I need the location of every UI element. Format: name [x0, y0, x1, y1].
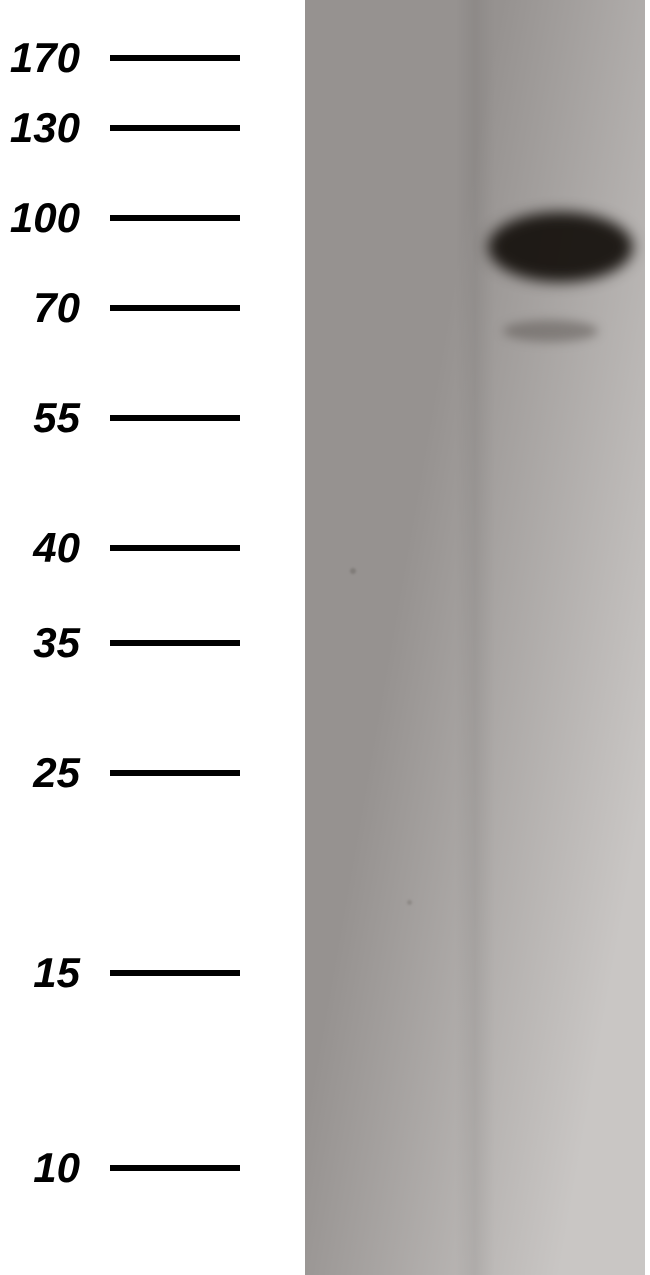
marker-tick [110, 305, 240, 311]
blot-band [503, 320, 598, 342]
marker-tick [110, 125, 240, 131]
noise-spot [350, 568, 356, 574]
marker-row: 55 [0, 394, 280, 442]
marker-label: 10 [0, 1144, 110, 1192]
marker-row: 170 [0, 34, 280, 82]
marker-label: 70 [0, 284, 110, 332]
marker-row: 100 [0, 194, 280, 242]
marker-row: 15 [0, 949, 280, 997]
marker-row: 130 [0, 104, 280, 152]
marker-label: 130 [0, 104, 110, 152]
marker-tick [110, 545, 240, 551]
lane-divider-shadow [455, 0, 495, 1275]
molecular-weight-ladder: 170 130 100 70 55 40 35 25 15 10 [0, 0, 300, 1275]
noise-spot [407, 900, 412, 905]
marker-label: 15 [0, 949, 110, 997]
marker-tick [110, 1165, 240, 1171]
band-shape [488, 212, 633, 282]
marker-label: 40 [0, 524, 110, 572]
marker-row: 25 [0, 749, 280, 797]
marker-tick [110, 640, 240, 646]
marker-label: 25 [0, 749, 110, 797]
band-shape [503, 320, 598, 342]
marker-row: 35 [0, 619, 280, 667]
marker-label: 55 [0, 394, 110, 442]
marker-tick [110, 215, 240, 221]
marker-tick [110, 770, 240, 776]
marker-tick [110, 415, 240, 421]
marker-tick [110, 970, 240, 976]
marker-label: 35 [0, 619, 110, 667]
marker-row: 40 [0, 524, 280, 572]
marker-row: 10 [0, 1144, 280, 1192]
marker-tick [110, 55, 240, 61]
marker-label: 100 [0, 194, 110, 242]
blot-band [488, 212, 633, 282]
marker-row: 70 [0, 284, 280, 332]
western-blot-membrane [305, 0, 645, 1275]
marker-label: 170 [0, 34, 110, 82]
